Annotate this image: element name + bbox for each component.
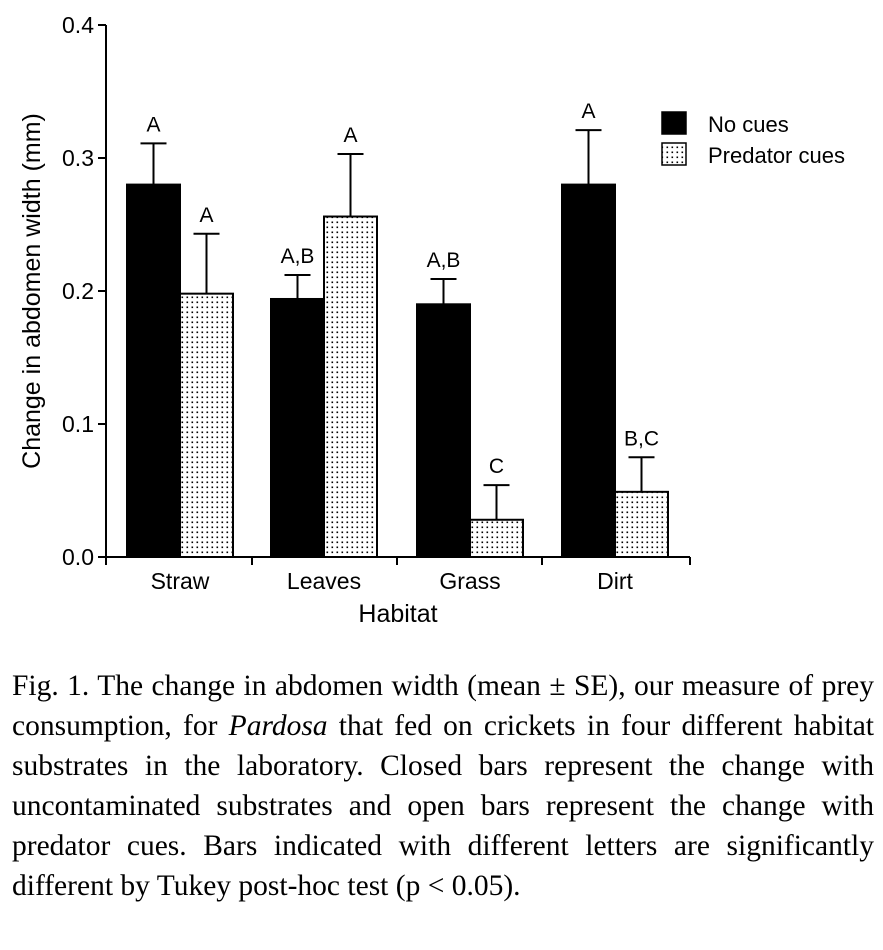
figure-caption: Fig. 1. The change in abdomen width (mea…	[12, 666, 874, 906]
bar-predator-cues	[469, 518, 524, 559]
legend-swatch	[661, 111, 687, 135]
x-tick-label: Grass	[439, 568, 500, 594]
caption-text-end: that fed on crickets in four different h…	[12, 710, 875, 902]
significance-label: A	[199, 204, 213, 227]
bar-predator-cues	[323, 215, 378, 559]
legend-swatch	[661, 142, 687, 166]
bar-predator-cues	[179, 292, 234, 558]
significance-label: C	[489, 455, 504, 478]
y-tick-label: 0.1	[62, 411, 94, 437]
significance-label: A	[146, 113, 160, 136]
caption-genus-name: Pardosa	[228, 710, 328, 742]
y-tick-label: 0.3	[62, 145, 94, 171]
significance-label: A	[581, 100, 595, 123]
legend-label: Predator cues	[708, 143, 845, 168]
y-axis-title: Change in abdomen width (mm)	[18, 113, 46, 469]
bar-no-cues	[416, 303, 471, 558]
bar-chart: 0.0 0.1 0.2 0.3 0.4 Straw Leaves Grass Dirt A A,B A…	[18, 12, 845, 628]
caption-text-start: Fig. 1. The change in abdomen width (mea…	[12, 670, 874, 742]
bar-no-cues	[126, 183, 181, 558]
significance-label: A,B	[427, 249, 461, 272]
legend-label: No cues	[708, 112, 789, 137]
significance-label: A,B	[281, 245, 315, 268]
significance-label: A	[343, 124, 357, 147]
bar-predator-cues	[614, 490, 669, 558]
bar-no-cues	[270, 297, 325, 558]
x-tick-label: Leaves	[287, 568, 361, 594]
bar-no-cues	[561, 183, 616, 558]
y-tick-label: 0.4	[62, 12, 94, 38]
plot-area: 0.0 0.1 0.2 0.3 0.4 Straw Leaves Grass Dirt A A,B A…	[62, 12, 845, 594]
x-tick-label: Straw	[151, 568, 210, 594]
x-tick-label: Dirt	[597, 568, 633, 594]
x-axis-title: Habitat	[358, 600, 437, 628]
significance-label: B,C	[624, 427, 659, 450]
y-tick-label: 0.2	[62, 278, 94, 304]
y-tick-label: 0.0	[62, 544, 94, 570]
